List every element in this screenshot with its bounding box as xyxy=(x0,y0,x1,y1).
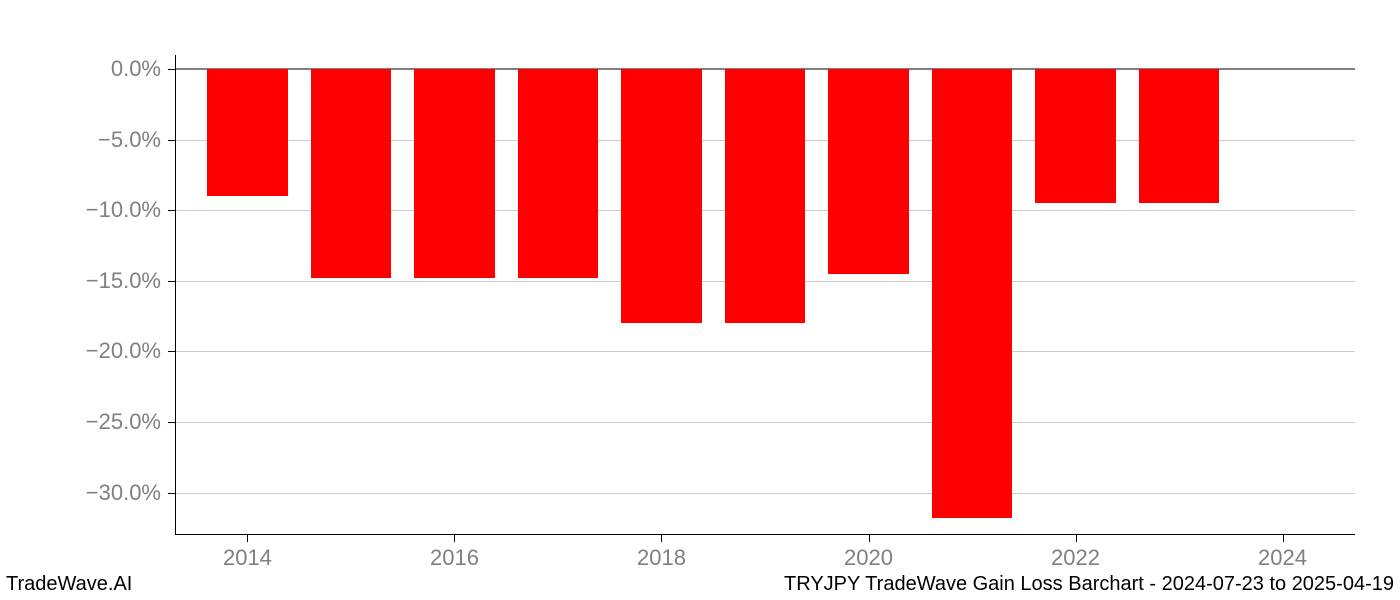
ytick-label: −20.0% xyxy=(0,338,161,364)
ytick-label: −15.0% xyxy=(0,268,161,294)
xtick-mark xyxy=(661,535,662,542)
bar xyxy=(414,69,495,278)
ytick-label: −5.0% xyxy=(0,127,161,153)
footer-right-label: TRYJPY TradeWave Gain Loss Barchart - 20… xyxy=(784,573,1394,596)
bar xyxy=(1035,69,1116,203)
xtick-label: 2020 xyxy=(844,545,893,571)
xtick-mark xyxy=(247,535,248,542)
bar xyxy=(621,69,702,323)
bar xyxy=(932,69,1013,518)
xtick-label: 2024 xyxy=(1258,545,1307,571)
bar xyxy=(1139,69,1220,203)
footer-left-label: TradeWave.AI xyxy=(6,573,132,596)
grid-line xyxy=(175,351,1355,352)
ytick-label: −30.0% xyxy=(0,480,161,506)
grid-line xyxy=(175,422,1355,423)
bar xyxy=(725,69,806,323)
xtick-label: 2016 xyxy=(430,545,479,571)
xtick-mark xyxy=(454,535,455,542)
xtick-mark xyxy=(1076,535,1077,542)
ytick-mark xyxy=(168,493,175,494)
bar xyxy=(828,69,909,274)
bar xyxy=(207,69,288,196)
xtick-label: 2022 xyxy=(1051,545,1100,571)
xtick-label: 2014 xyxy=(223,545,272,571)
ytick-label: 0.0% xyxy=(0,56,161,82)
spine-left xyxy=(175,55,176,535)
ytick-mark xyxy=(168,281,175,282)
spine-bottom xyxy=(175,534,1355,535)
xtick-mark xyxy=(869,535,870,542)
ytick-mark xyxy=(168,422,175,423)
xtick-mark xyxy=(1283,535,1284,542)
bar xyxy=(311,69,392,278)
grid-line xyxy=(175,493,1355,494)
ytick-mark xyxy=(168,351,175,352)
ytick-mark xyxy=(168,210,175,211)
ytick-label: −25.0% xyxy=(0,409,161,435)
bar xyxy=(518,69,599,278)
xtick-label: 2018 xyxy=(637,545,686,571)
gain-loss-barchart: TradeWave.AI TRYJPY TradeWave Gain Loss … xyxy=(0,0,1400,600)
ytick-mark xyxy=(168,69,175,70)
ytick-mark xyxy=(168,140,175,141)
ytick-label: −10.0% xyxy=(0,197,161,223)
plot-area xyxy=(175,55,1355,535)
